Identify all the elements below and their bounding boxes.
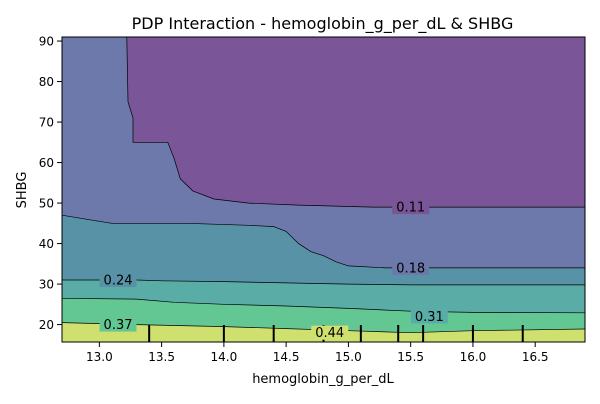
x-tick-label: 14.0 bbox=[211, 350, 238, 364]
x-tick-label: 14.5 bbox=[273, 350, 300, 364]
contour-label-bg bbox=[99, 273, 137, 288]
contour-label-bg bbox=[392, 260, 430, 275]
contour-label-bg bbox=[392, 200, 430, 215]
x-tick-label: 15.0 bbox=[335, 350, 362, 364]
axes: 13.0 13.5 14.0 14.5 15.0 15.5 16.0 16.5 20 30 40 50… bbox=[39, 35, 586, 364]
contour-label-bg bbox=[311, 325, 349, 340]
contour-label: 0.31 bbox=[415, 310, 444, 325]
x-tick-label: 16.5 bbox=[522, 350, 549, 364]
y-tick-label: 60 bbox=[39, 156, 54, 170]
contour-line-3 bbox=[62, 297, 585, 314]
y-tick-label: 20 bbox=[39, 318, 54, 332]
contour-label: 0.44 bbox=[315, 326, 344, 341]
y-tick-label: 30 bbox=[39, 278, 54, 292]
contour-label-bg bbox=[410, 309, 448, 324]
y-axis-label: SHBG bbox=[15, 172, 30, 209]
y-tick-label: 80 bbox=[39, 75, 54, 89]
contour-label: 0.24 bbox=[104, 274, 133, 289]
contour-line-1 bbox=[62, 214, 585, 269]
contour-line-2 bbox=[62, 279, 585, 286]
contour-line-0 bbox=[126, 37, 585, 208]
y-tick-label: 70 bbox=[39, 116, 54, 130]
y-tick-label: 40 bbox=[39, 237, 54, 251]
contour-label: 0.11 bbox=[396, 201, 425, 216]
x-tick-label: 13.0 bbox=[86, 350, 113, 364]
contour-label: 0.18 bbox=[396, 261, 425, 276]
y-tick-label: 50 bbox=[39, 197, 54, 211]
contour-label-bg bbox=[99, 317, 137, 332]
x-axis-label: hemoglobin_g_per_dL bbox=[252, 372, 394, 387]
x-tick-label: 13.5 bbox=[148, 350, 175, 364]
x-tick-label: 16.0 bbox=[460, 350, 487, 364]
x-tick-label: 15.5 bbox=[397, 350, 424, 364]
contour-label: 0.37 bbox=[104, 318, 133, 333]
chart-title: PDP Interaction - hemoglobin_g_per_dL & … bbox=[132, 14, 514, 34]
plot-frame bbox=[61, 36, 586, 343]
plot-area: 0.11 0.18 0.24 0.31 0.37 0.44 bbox=[62, 37, 585, 342]
contour-band-0 bbox=[126, 37, 585, 208]
y-tick-label: 90 bbox=[39, 35, 54, 49]
